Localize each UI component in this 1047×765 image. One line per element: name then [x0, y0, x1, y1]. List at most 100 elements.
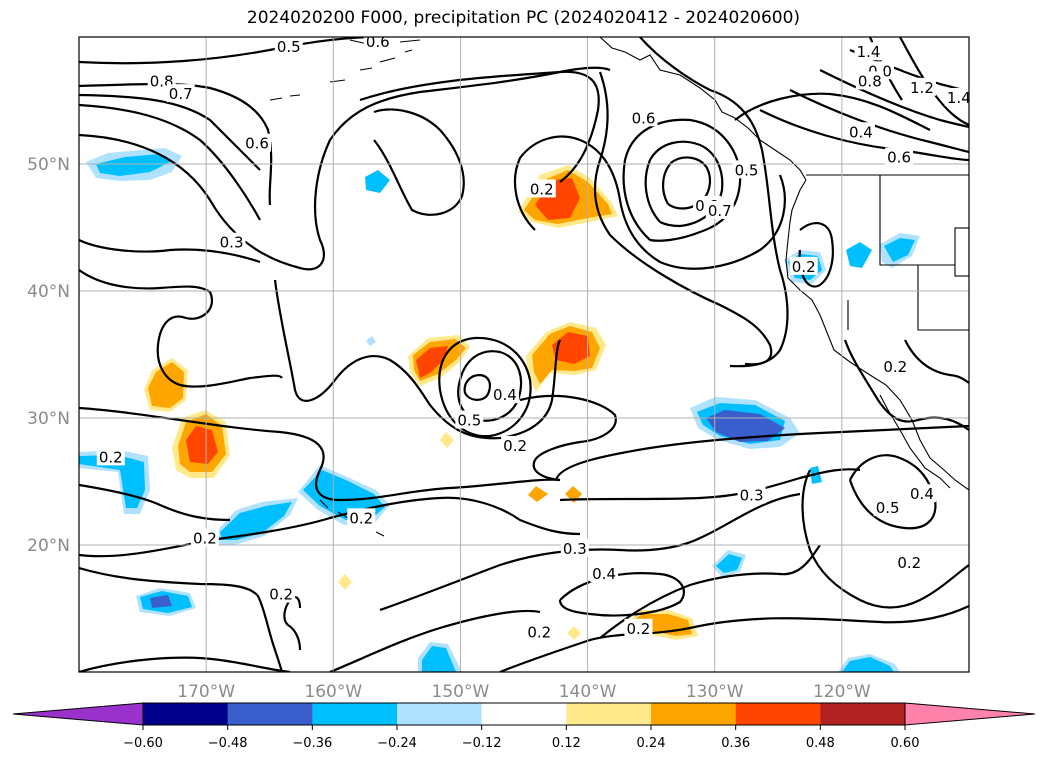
colorbar-tick-label: −0.24: [377, 736, 417, 751]
contour-label: 0.2: [897, 554, 921, 572]
contour-label: 0.2: [626, 620, 650, 638]
colorbar: −0.60 −0.48 −0.36 −0.24 −0.12 0.12 0.24 0.36 0.4…: [12, 702, 1036, 751]
latitude-labels: 50°N 40°N 30°N 20°N: [27, 155, 70, 556]
contour-label-bg: [624, 618, 653, 637]
contour-label: 0.2: [530, 180, 554, 198]
contour-label-bg: [855, 71, 884, 90]
contour-line: [79, 566, 284, 672]
contour-label-bg: [455, 410, 484, 429]
contour-label-bg: [166, 84, 195, 103]
bc-coast: [785, 179, 969, 491]
contour-label: 0.3: [220, 234, 244, 252]
inset-box: [954, 227, 969, 277]
contour-line: [513, 135, 786, 270]
lon-tick-label: 130°W: [686, 682, 744, 702]
contour-label-bg: [789, 256, 818, 275]
contour-label: 0.5: [277, 38, 301, 56]
colorbar-frame: [142, 702, 906, 726]
contour-label: 0.2: [527, 624, 551, 642]
contour-label: 0.2: [269, 586, 293, 604]
contour-label: 0.6: [366, 33, 390, 51]
contour-label: 0.6: [887, 149, 911, 167]
longitude-labels: 170°W 160°W 150°W 140°W 130°W 120°W: [177, 682, 871, 702]
contour-label: 0.7: [169, 85, 193, 103]
contour-line: [79, 483, 231, 522]
contour-label: 1.4: [857, 43, 881, 61]
contour-label-bg: [907, 77, 936, 96]
us-state-border: [879, 175, 955, 266]
contour-line: [79, 656, 291, 672]
negative-anomaly-area: [366, 336, 376, 346]
colorbar-segment: [227, 703, 313, 725]
positive-anomaly-area: [148, 362, 184, 408]
contour-line: [79, 82, 273, 206]
contour-line: [594, 71, 773, 366]
contour-line: [79, 37, 381, 65]
contour-label: 0.5: [457, 412, 481, 430]
contour-label-bg: [190, 528, 219, 547]
contour-line: [904, 339, 969, 384]
contour-line: [801, 469, 969, 609]
contour-line: [359, 70, 600, 183]
contour-label: 0.3: [740, 486, 764, 504]
contour-label-bg: [907, 484, 936, 503]
contour-label: 0.4: [849, 123, 873, 141]
us-state-border: [917, 265, 969, 331]
positive-anomaly-area: [416, 346, 448, 378]
contour-label: 0.4: [910, 485, 934, 503]
contour-line: [79, 103, 261, 221]
colorbar-segment: [735, 703, 821, 725]
negative-anomaly-area: [96, 154, 170, 176]
contour-label-bg: [96, 447, 125, 466]
contour-label: 0.2: [349, 509, 373, 527]
colorbar-tick-label: −0.36: [292, 736, 332, 751]
contour-label-bg: [274, 37, 303, 56]
contour-label-bg: [873, 498, 902, 517]
contour-line: [463, 373, 491, 401]
negative-anomaly-area: [884, 238, 915, 262]
colorbar-segment: [143, 703, 229, 725]
colorbar-segment: [397, 703, 483, 725]
contour-label-bg: [705, 200, 734, 219]
contour-line: [438, 336, 532, 438]
contour-label: 0.4: [493, 386, 517, 404]
colorbar-segment: [820, 703, 906, 725]
colorbar-tick-label: −0.12: [462, 736, 502, 751]
colorbar-extend-high: [904, 702, 1036, 726]
contour-line: [79, 269, 283, 388]
negative-anomaly-area: [422, 646, 456, 672]
lat-tick-label: 50°N: [27, 155, 70, 175]
contour-line: [559, 468, 861, 502]
colorbar-segment: [481, 703, 567, 725]
contour-label: 0.4: [592, 565, 616, 583]
contour-line: [789, 89, 969, 154]
lon-tick-label: 150°W: [432, 682, 490, 702]
contour-line: [819, 69, 969, 129]
contour-label: 0.2: [883, 358, 907, 376]
lon-tick-label: 160°W: [304, 682, 362, 702]
baja-coast: [879, 394, 951, 489]
colorbar-extend-low: [12, 702, 144, 726]
positive-anomaly-area: [186, 426, 218, 464]
positive-anomaly-area: [528, 486, 548, 502]
positive-anomaly-area: [567, 626, 581, 640]
contour-label: 0.6: [245, 135, 269, 153]
lon-tick-label: 170°W: [177, 682, 235, 702]
contour-lines: [79, 37, 969, 672]
contour-label: 0.5: [735, 161, 759, 179]
plot-frame: [78, 36, 970, 673]
contour-label-bg: [590, 564, 619, 583]
positive-anomaly-area: [338, 574, 352, 590]
contour-line: [329, 609, 541, 672]
colorbar-tick-label: 0.12: [552, 736, 581, 751]
contour-label: 0.2: [503, 437, 527, 455]
contour-label: 0.2: [99, 448, 123, 466]
contour-label-bg: [217, 232, 246, 251]
aleutian-islands: [269, 39, 421, 101]
contour-label: 0.7: [708, 202, 732, 220]
lon-tick-label: 120°W: [813, 682, 871, 702]
contour-label-bg: [490, 385, 519, 404]
contour-label-bg: [895, 552, 924, 571]
ocean-background: [79, 37, 969, 672]
colorbar-segment: [566, 703, 652, 725]
